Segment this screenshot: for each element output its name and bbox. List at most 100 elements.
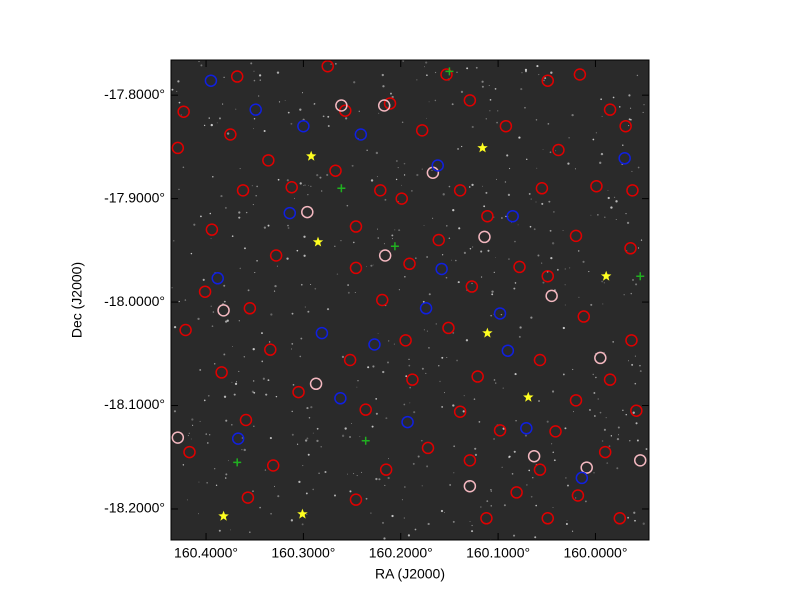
sky-speck (346, 204, 349, 207)
sky-speck (356, 474, 358, 477)
sky-speck (302, 465, 304, 467)
sky-speck (299, 108, 302, 111)
sky-speck (578, 296, 580, 299)
sky-speck (397, 166, 399, 169)
sky-speck (274, 284, 277, 288)
sky-speck (292, 383, 295, 386)
sky-speck (610, 435, 613, 437)
sky-speck (303, 235, 306, 238)
sky-speck (401, 499, 403, 501)
sky-speck (238, 216, 241, 219)
sky-speck (603, 428, 606, 431)
sky-speck (627, 516, 630, 519)
source-marker (480, 512, 493, 525)
sky-speck (542, 149, 544, 151)
sky-speck (382, 370, 385, 374)
sky-speck (425, 372, 427, 374)
sky-speck (173, 410, 177, 413)
sky-speck (432, 217, 434, 219)
sky-speck (334, 245, 336, 247)
sky-speck (618, 106, 621, 108)
sky-speck (599, 161, 602, 165)
sky-speck (457, 148, 459, 150)
source-marker (432, 233, 445, 247)
sky-speck (628, 94, 631, 97)
sky-speck (336, 273, 339, 275)
sky-speck (350, 423, 352, 425)
sky-speck (416, 79, 418, 81)
sky-speck (426, 330, 428, 332)
sky-speck (404, 486, 406, 488)
sky-speck (607, 196, 610, 200)
sky-speck (422, 300, 425, 303)
sky-speck (445, 276, 448, 279)
sky-speck (519, 326, 522, 329)
sky-speck (182, 464, 185, 466)
sky-speck (434, 71, 437, 74)
sky-speck (513, 287, 516, 290)
sky-speck (625, 213, 627, 215)
source-marker (198, 285, 212, 298)
sky-speck (306, 437, 309, 440)
sky-speck (384, 484, 386, 486)
sky-speck (367, 366, 370, 369)
sky-speck (567, 484, 569, 487)
sky-speck (496, 121, 498, 124)
sky-speck (375, 397, 378, 400)
sky-speck (473, 398, 476, 400)
sky-speck (451, 259, 453, 261)
sky-speck (449, 484, 451, 486)
source-marker (349, 261, 363, 275)
y-tick-label: -17.8000° (104, 86, 165, 102)
sky-speck (428, 347, 430, 349)
sky-speck (427, 522, 430, 526)
sky-speck (588, 271, 590, 273)
marker-series (171, 59, 643, 525)
source-marker (573, 68, 587, 81)
sky-speck (312, 432, 314, 434)
sky-speck (556, 268, 559, 271)
sky-speck (428, 293, 431, 296)
source-marker (603, 103, 617, 116)
sky-speck (319, 176, 322, 179)
sky-speck (426, 465, 429, 468)
sky-speck (375, 412, 378, 415)
sky-speck (351, 164, 354, 167)
sky-speck (387, 361, 389, 364)
source-marker (569, 394, 583, 407)
sky-speck (631, 278, 635, 282)
sky-speck (453, 472, 455, 474)
sky-speck (321, 190, 323, 192)
sky-speck (639, 370, 642, 373)
sky-speck (592, 373, 594, 376)
sky-speck (291, 410, 293, 413)
sky-speck (564, 304, 566, 306)
sky-speck (604, 216, 606, 218)
sky-speck (198, 513, 200, 515)
source-marker (421, 441, 435, 455)
sky-speck (408, 358, 410, 361)
sky-speck (594, 415, 596, 417)
sky-speck (206, 482, 208, 484)
source-marker (463, 94, 477, 107)
sky-speck (286, 257, 289, 260)
sky-speck (414, 528, 417, 531)
sky-speck (439, 380, 441, 383)
sky-speck (615, 218, 617, 220)
sky-speck (267, 379, 270, 382)
sky-speck (384, 198, 387, 201)
sky-speck (501, 217, 503, 219)
sky-speck (534, 536, 537, 539)
sky-speck (490, 490, 492, 492)
sky-speck (334, 62, 337, 65)
source-marker (269, 249, 283, 262)
sky-speck (524, 106, 526, 109)
sky-speck (480, 506, 482, 508)
sky-speck (252, 204, 254, 206)
source-marker (575, 471, 589, 485)
sky-speck (504, 181, 507, 183)
sky-speck (253, 425, 255, 427)
source-marker (266, 459, 280, 472)
sky-speck (528, 469, 531, 472)
sky-speck (612, 96, 615, 99)
